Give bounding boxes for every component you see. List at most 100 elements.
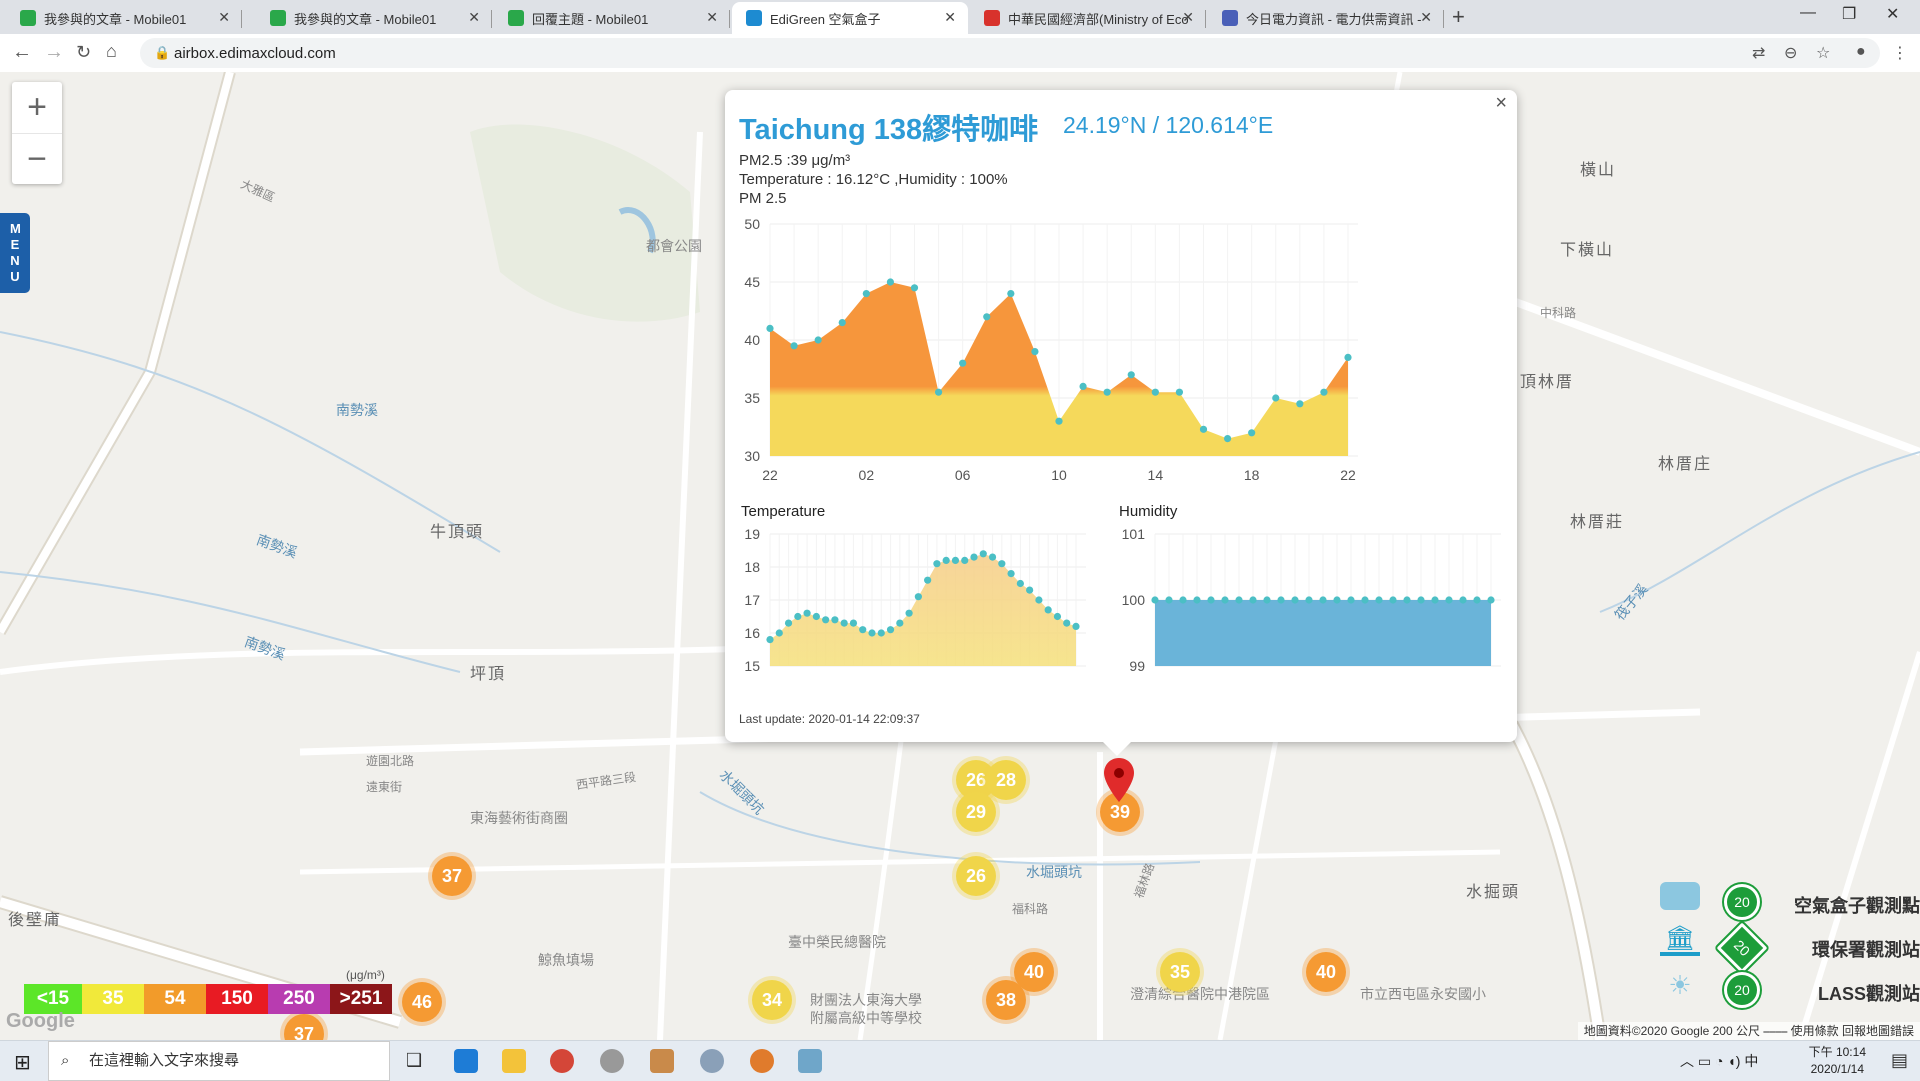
y-tick-label: 45 [744,274,760,290]
tab-close-icon[interactable]: ✕ [706,9,718,25]
lock-icon[interactable]: 🔒 [154,45,171,60]
data-point [766,636,774,644]
close-popup-button[interactable]: × [1495,92,1507,114]
map-attribution[interactable]: 地圖資料©2020 Google 200 公尺 ⎯⎯⎯⎯ 使用條款 回報地圖錯誤 [1577,1022,1920,1040]
browser-tab[interactable]: 今日電力資訊 - 電力供需資訊 - 台 ✕ [1208,2,1444,34]
temp-humidity-readout: Temperature : 16.12°C ,Humidity : 100% [739,171,1008,188]
taskbar-clock[interactable]: 下午 10:14 2020/1/14 [1809,1044,1866,1078]
new-tab-button[interactable]: + [1452,4,1465,29]
browser-tab[interactable]: 我參與的文章 - Mobile01 ✕ [256,2,492,34]
data-point [1007,290,1015,298]
data-point [1031,348,1039,356]
zoom-icon[interactable]: ⊖ [1784,45,1798,62]
minimize-icon[interactable]: — [1800,4,1816,21]
tab-close-icon[interactable]: ✕ [468,9,480,25]
data-point [1473,596,1481,604]
sensor-cluster[interactable]: 40 [1306,952,1346,992]
close-window-icon[interactable]: ✕ [1886,6,1900,23]
browser-toolbar: ← → ↻ ⌂ 🔒 airbox.edimaxcloud.com ⇄ ⊖ ☆ ●… [0,34,1920,73]
sensor-cluster[interactable]: 34 [752,980,792,1020]
sensor-cluster[interactable]: 37 [284,1014,324,1040]
reload-icon[interactable]: ↻ [76,42,92,62]
sensor-cluster[interactable]: 28 [986,760,1026,800]
windows-start-icon[interactable]: ⊞ [14,1052,31,1074]
map-label: 下橫山 [1560,242,1615,259]
browser-tab[interactable]: 我參與的文章 - Mobile01 ✕ [6,2,242,34]
data-point [1026,586,1034,594]
maximize-icon[interactable]: ❐ [1842,6,1857,23]
data-point [859,626,867,634]
task-view-icon[interactable]: ❑ [406,1050,423,1070]
app-icon[interactable] [650,1049,674,1073]
data-point [959,359,967,367]
app-icon[interactable] [750,1049,774,1073]
y-tick-label: 19 [744,526,760,542]
app-icon[interactable] [700,1049,724,1073]
taskbar-search[interactable]: ⌕ 在這裡輸入文字來搜尋 [48,1041,390,1081]
zoom-in-button[interactable]: + [27,88,47,126]
tab-close-icon[interactable]: ✕ [1420,9,1432,25]
place-label: 臺中榮民總醫院 [788,934,886,950]
system-tray-icons[interactable]: ︿ ▭ ◔ ◖) 中 [1680,1053,1759,1069]
data-point [998,560,1006,568]
map-label: 水掘頭 [1466,884,1521,901]
sensor-cluster[interactable]: 40 [1014,952,1054,992]
zoom-out-button[interactable]: − [12,133,62,185]
data-point [1007,570,1015,578]
street-label: 遠東街 [366,780,403,794]
area-fill [770,282,1348,456]
data-point [979,550,987,558]
forward-icon[interactable]: → [44,41,64,63]
government-icon: 🏛 [1660,924,1700,956]
app-icon[interactable] [600,1049,624,1073]
browser-tab[interactable]: 中華民國經濟部(Ministry of Eco ✕ [970,2,1206,34]
data-point [1277,596,1285,604]
sensor-cluster[interactable]: 38 [986,980,1026,1020]
app-icon[interactable] [798,1049,822,1073]
chrome-icon[interactable] [550,1049,574,1073]
menu-dots-icon[interactable]: ⋮ [1892,45,1908,62]
data-point [886,278,895,286]
edge-icon[interactable] [454,1049,478,1073]
data-point [1347,596,1355,604]
tab-favicon-icon [270,10,286,26]
back-icon[interactable]: ← [12,41,32,63]
sensor-cluster[interactable]: 35 [1160,952,1200,992]
profile-icon[interactable]: ● [1856,43,1866,60]
menu-button[interactable]: MENU [0,213,30,293]
clock-time: 下午 10:14 [1808,1045,1866,1059]
data-point [1344,353,1352,361]
data-point [1445,596,1453,604]
address-bar[interactable]: 🔒 airbox.edimaxcloud.com [140,38,1880,68]
sensor-cluster[interactable]: 46 [402,982,442,1022]
url-text[interactable]: airbox.edimaxcloud.com [174,45,336,62]
data-point [1221,596,1229,604]
clock-date: 2020/1/14 [1810,1062,1864,1076]
browser-tab[interactable]: EdiGreen 空氣盒子 ✕ [732,2,968,34]
tab-close-icon[interactable]: ✕ [944,9,956,25]
temperature-chart-title: Temperature [741,503,825,520]
data-point [838,319,846,327]
data-point [1487,596,1495,604]
sensor-cluster[interactable]: 26 [956,856,996,896]
file-explorer-icon[interactable] [502,1049,526,1073]
tab-favicon-icon [1222,10,1238,26]
data-point [905,609,913,617]
sensor-cluster[interactable]: 37 [432,856,472,896]
map-label: 橫山 [1580,162,1617,179]
notification-icon[interactable]: ▤ [1890,1050,1908,1070]
map-marker-icon[interactable] [1104,758,1134,802]
browser-tab[interactable]: 回覆主題 - Mobile01 ✕ [494,2,730,34]
tab-separator [1443,10,1444,28]
sensor-cluster[interactable]: 29 [956,792,996,832]
home-icon[interactable]: ⌂ [106,41,117,61]
data-point [988,553,997,561]
data-point [983,313,991,321]
tab-close-icon[interactable]: ✕ [1182,9,1194,25]
windows-taskbar: ⊞ ⌕ 在這裡輸入文字來搜尋 ❑ ︿ ▭ ◔ ◖) 中 下午 10:14 202… [0,1040,1920,1081]
bookmark-star-icon[interactable]: ☆ [1816,45,1831,62]
tab-close-icon[interactable]: ✕ [218,9,230,25]
street-label: 遊園北路 [366,754,415,768]
street-label: 中科路 [1540,306,1577,320]
translate-icon[interactable]: ⇄ [1752,45,1766,62]
